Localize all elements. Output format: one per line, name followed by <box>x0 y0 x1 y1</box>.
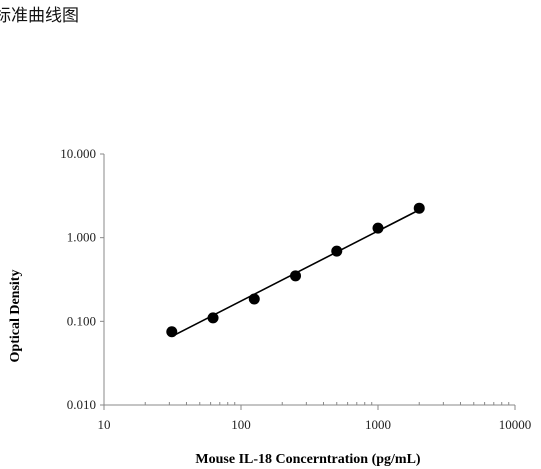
x-tick-label: 10000 <box>499 417 532 432</box>
y-axis-title: Optical Density <box>8 270 23 363</box>
y-tick-label: 0.010 <box>67 397 96 412</box>
ticks: 0.010 0.100 1.000 10.000 10 100 1000 10000 <box>60 146 531 432</box>
data-point <box>207 312 219 324</box>
data-point <box>372 222 384 234</box>
y-tick-label: 0.100 <box>67 313 96 328</box>
data-point <box>290 270 302 282</box>
figure-caption: 标准曲线图 <box>0 6 79 26</box>
data-point <box>166 326 178 338</box>
data-points <box>166 202 425 338</box>
x-tick-label: 1000 <box>365 417 391 432</box>
data-point <box>331 245 343 257</box>
data-point <box>248 293 260 305</box>
y-tick-label: 1.000 <box>67 230 96 245</box>
data-point <box>413 202 425 214</box>
y-tick-label: 10.000 <box>60 146 96 161</box>
x-axis-title: Mouse IL-18 Concerntration (pg/mL) <box>195 452 420 467</box>
x-tick-label: 10 <box>98 417 111 432</box>
x-tick-label: 100 <box>231 417 251 432</box>
axes <box>103 154 515 406</box>
